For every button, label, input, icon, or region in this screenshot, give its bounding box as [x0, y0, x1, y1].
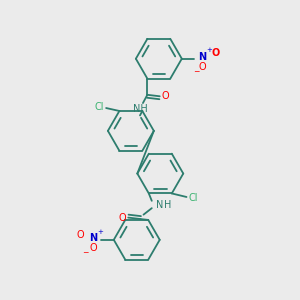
Text: −: − [82, 248, 88, 257]
Text: O: O [89, 243, 97, 253]
Text: N: N [89, 233, 97, 243]
Text: +: + [206, 47, 212, 53]
Text: O: O [162, 91, 170, 101]
Text: O: O [118, 213, 126, 223]
Text: O: O [199, 62, 206, 72]
Text: H: H [164, 200, 172, 210]
Text: O: O [211, 48, 220, 59]
Text: −: − [193, 68, 200, 76]
Text: NH: NH [133, 104, 147, 114]
Text: O: O [76, 230, 84, 239]
Text: N: N [198, 52, 206, 62]
Text: +: + [97, 229, 103, 235]
Text: N: N [156, 200, 164, 210]
Text: Cl: Cl [188, 193, 198, 202]
Text: Cl: Cl [95, 102, 104, 112]
